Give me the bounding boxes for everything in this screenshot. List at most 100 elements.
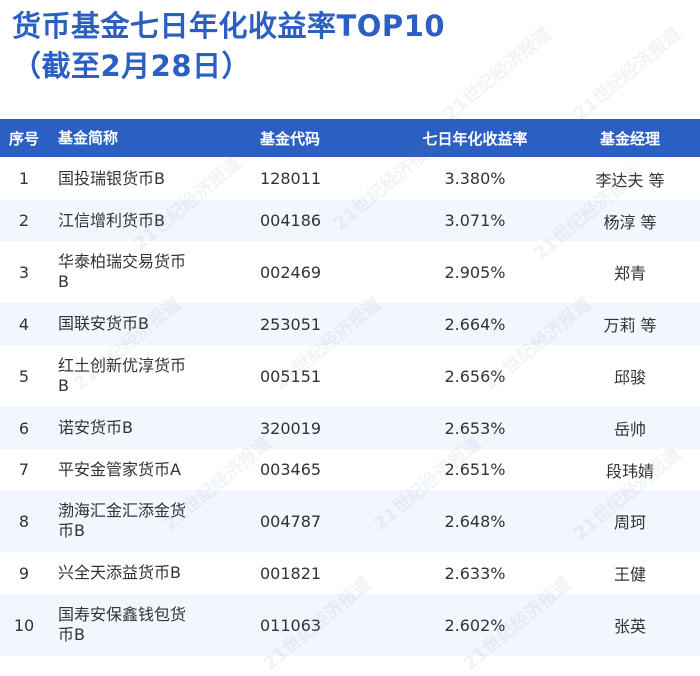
seven-day-yield: 3.071% [444, 211, 506, 230]
seven-day-yield-cell: 3.380% [390, 157, 560, 200]
table-row: 8 渤海汇金汇添金货币B 004787 2.648% 周珂 [0, 490, 700, 552]
fund-manager-cell: 邱骏 [560, 345, 700, 407]
seven-day-yield-cell: 3.071% [390, 200, 560, 241]
seven-day-yield-cell: 2.633% [390, 552, 560, 594]
fund-name: 国投瑞银货币B [58, 168, 165, 188]
fund-code: 002469 [260, 262, 322, 282]
fund-manager: 周珂 [613, 513, 646, 532]
fund-name-cell: 江信增利货币B [48, 200, 254, 241]
fund-manager: 张英 [613, 617, 646, 636]
seven-day-yield-cell: 2.602% [390, 594, 560, 656]
row-index: 3 [18, 262, 30, 282]
fund-manager-cell: 周珂 [560, 490, 700, 552]
fund-manager: 郑青 [613, 264, 646, 283]
fund-name-cell: 兴全天添益货币B [48, 552, 254, 594]
fund-name: 兴全天添益货币B [58, 563, 181, 582]
row-index-cell: 9 [0, 552, 48, 594]
row-index: 4 [18, 314, 30, 334]
fund-code: 253051 [260, 314, 322, 334]
fund-code: 320019 [260, 418, 322, 438]
fund-name-cell: 国投瑞银货币B [48, 157, 254, 200]
watermark: 21世纪经济报道 [569, 23, 686, 125]
table-row: 1 国投瑞银货币B 128011 3.380% 李达夫 等 [0, 157, 700, 200]
row-index: 7 [18, 460, 30, 479]
row-index-cell: 8 [0, 490, 48, 552]
fund-name-cell: 华泰柏瑞交易货币B [48, 241, 254, 303]
seven-day-yield: 2.602% [444, 615, 506, 635]
fund-code-cell: 320019 [254, 407, 390, 449]
row-index: 9 [18, 563, 30, 583]
fund-manager-cell: 郑青 [560, 241, 700, 303]
row-index-cell: 10 [0, 594, 48, 656]
fund-manager-cell: 王健 [560, 552, 700, 594]
seven-day-yield: 2.648% [444, 511, 506, 531]
row-index-cell: 3 [0, 241, 48, 303]
table-row: 9 兴全天添益货币B 001821 2.633% 王健 [0, 552, 700, 594]
fund-code: 128011 [260, 169, 322, 188]
fund-name-cell: 诺安货币B [48, 407, 254, 449]
row-index: 10 [13, 615, 35, 635]
fund-manager-cell: 李达夫 等 [560, 157, 700, 200]
fund-code: 005151 [260, 366, 322, 386]
fund-code-cell: 002469 [254, 241, 390, 303]
fund-code: 011063 [260, 615, 322, 635]
table-header-row: 序号 基金简称 基金代码 七日年化收益率 基金经理 [0, 119, 700, 157]
fund-name: 平安金管家货币A [58, 459, 181, 479]
fund-manager: 段玮婧 [605, 461, 654, 481]
fund-manager-cell: 万莉 等 [560, 303, 700, 345]
watermark: 21世纪经济报道 [439, 23, 556, 125]
fund-manager: 李达夫 等 [595, 170, 665, 190]
fund-manager: 邱骏 [613, 368, 646, 387]
seven-day-yield-cell: 2.656% [390, 345, 560, 407]
fund-code: 004787 [260, 511, 322, 531]
fund-name-cell: 平安金管家货币A [48, 449, 254, 490]
fund-code-cell: 128011 [254, 157, 390, 200]
row-index-cell: 6 [0, 407, 48, 449]
table-row: 7 平安金管家货币A 003465 2.651% 段玮婧 [0, 449, 700, 490]
page-title: 货币基金七日年化收益率TOP10 （截至2月28日） [12, 6, 445, 86]
fund-code-cell: 004186 [254, 200, 390, 241]
table-row: 6 诺安货币B 320019 2.653% 岳帅 [0, 407, 700, 449]
fund-name: 国联安货币B [58, 314, 149, 333]
row-index: 5 [18, 366, 30, 386]
seven-day-yield: 3.380% [444, 169, 506, 188]
seven-day-yield: 2.633% [444, 563, 506, 583]
fund-name: 红土创新优淳货币B [58, 356, 187, 395]
fund-name-cell: 国联安货币B [48, 303, 254, 345]
seven-day-yield: 2.651% [444, 460, 506, 479]
fund-code: 003465 [260, 460, 322, 479]
fund-code: 004186 [260, 211, 322, 230]
fund-manager: 万莉 等 [603, 316, 657, 335]
fund-manager-cell: 岳帅 [560, 407, 700, 449]
fund-name-cell: 红土创新优淳货币B [48, 345, 254, 407]
row-index: 1 [18, 169, 30, 188]
row-index-cell: 1 [0, 157, 48, 200]
seven-day-yield-cell: 2.905% [390, 241, 560, 303]
fund-name: 诺安货币B [58, 418, 133, 437]
seven-day-yield: 2.656% [444, 366, 506, 386]
fund-manager-cell: 段玮婧 [560, 449, 700, 490]
row-index-cell: 5 [0, 345, 48, 407]
fund-name: 江信增利货币B [58, 210, 165, 230]
seven-day-yield-cell: 2.651% [390, 449, 560, 490]
title-line-1: 货币基金七日年化收益率TOP10 [12, 9, 446, 43]
fund-code-cell: 005151 [254, 345, 390, 407]
table-row: 5 红土创新优淳货币B 005151 2.656% 邱骏 [0, 345, 700, 407]
header-fund-name: 基金简称 [58, 129, 119, 147]
fund-name-cell: 渤海汇金汇添金货币B [48, 490, 254, 552]
fund-manager-cell: 张英 [560, 594, 700, 656]
header-fund-manager: 基金经理 [599, 129, 660, 148]
header-fund-code: 基金代码 [260, 129, 321, 148]
table-row: 10 国寿安保鑫钱包货币B 011063 2.602% 张英 [0, 594, 700, 656]
row-index-cell: 4 [0, 303, 48, 345]
fund-name-cell: 国寿安保鑫钱包货币B [48, 594, 254, 656]
fund-code-cell: 001821 [254, 552, 390, 594]
row-index: 8 [18, 511, 30, 531]
row-index: 6 [18, 418, 30, 438]
seven-day-yield-cell: 2.648% [390, 490, 560, 552]
row-index: 2 [18, 211, 30, 230]
table-row: 4 国联安货币B 253051 2.664% 万莉 等 [0, 303, 700, 345]
fund-code-cell: 253051 [254, 303, 390, 345]
row-index-cell: 2 [0, 200, 48, 241]
seven-day-yield-cell: 2.664% [390, 303, 560, 345]
